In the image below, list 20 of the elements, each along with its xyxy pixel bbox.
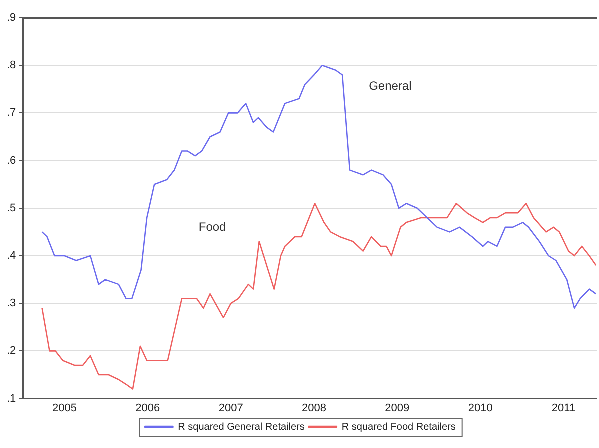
- y-tick-label: .2: [6, 345, 16, 358]
- y-tick-label: .9: [6, 12, 16, 24]
- x-tick-label: 2009: [385, 402, 410, 414]
- annotation: General: [369, 78, 412, 93]
- y-tick-label: .6: [6, 154, 16, 167]
- legend-label: R squared Food Retailers: [342, 422, 456, 433]
- y-tick-label: .5: [6, 202, 16, 214]
- x-tick-label: 2006: [136, 402, 160, 414]
- y-tick-label: .1: [6, 392, 16, 405]
- annotation: Food: [198, 220, 226, 234]
- x-tick-label: 2007: [218, 402, 244, 414]
- y-tick-label: .3: [6, 298, 16, 310]
- x-tick-label: 2011: [552, 402, 576, 414]
- y-tick-label: .8: [6, 60, 16, 72]
- legend-label: R squared General Retailers: [178, 422, 305, 433]
- y-tick-label: .4: [6, 250, 16, 262]
- x-tick-label: 2010: [468, 402, 493, 414]
- x-tick-label: 2008: [302, 402, 326, 414]
- y-tick-label: .7: [6, 107, 16, 120]
- x-tick-label: 2005: [52, 402, 77, 414]
